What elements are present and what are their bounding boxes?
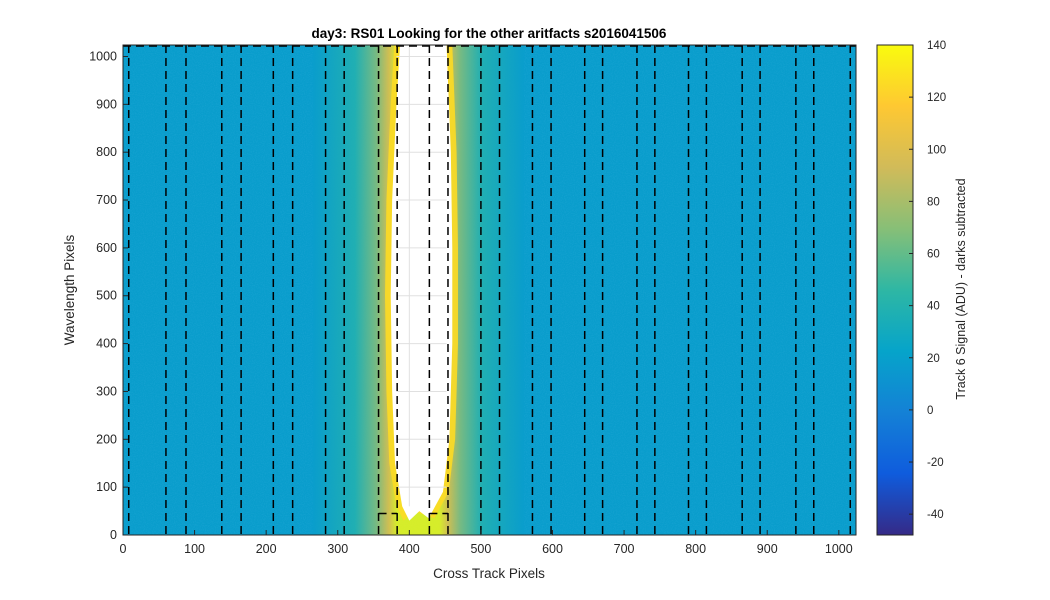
- colorbar-tick-label: 0: [927, 405, 933, 417]
- plot-frame: [122, 44, 857, 536]
- x-tick-label: 1000: [825, 542, 853, 556]
- colorbar-tick-label: 140: [927, 40, 946, 52]
- colorbar-label: Track 6 Signal (ADU) - darks subtracted: [954, 178, 968, 399]
- colorbar-ticks: -40 -20 0 20 40 60 80 100 120 140: [909, 40, 946, 521]
- y-axis-label: Wavelength Pixels: [62, 234, 77, 345]
- y-tick-label: 1000: [89, 49, 117, 63]
- colorbar-tick-label: 20: [927, 353, 940, 365]
- colorbar-gradient-bar: [876, 44, 914, 536]
- x-axis-ticks: 0 100 200 300 400 500 600 700 800 900 1000: [120, 530, 853, 556]
- x-tick-label: 500: [470, 542, 491, 556]
- y-tick-label: 900: [96, 97, 117, 111]
- y-tick-label: 200: [96, 432, 117, 446]
- colorbar-tick-label: 40: [927, 301, 940, 313]
- y-axis-ticks: 0 100 200 300 400 500 600 700 800 900 1000: [89, 49, 128, 542]
- colorbar-tick-label: -20: [927, 457, 944, 469]
- x-tick-label: 0: [120, 542, 127, 556]
- saturated-region: [390, 45, 453, 521]
- y-tick-label: 100: [96, 480, 117, 494]
- y-tick-label: 400: [96, 337, 117, 351]
- x-tick-label: 200: [256, 542, 277, 556]
- dashed-lines-layer: [123, 45, 856, 535]
- x-tick-label: 800: [685, 542, 706, 556]
- colorbar-tick-label: 80: [927, 196, 940, 208]
- y-tick-label: 700: [96, 193, 117, 207]
- colorbar-tick-label: -40: [927, 509, 944, 521]
- x-tick-label: 700: [614, 542, 635, 556]
- colorbar: -40 -20 0 20 40 60 80 100 120 140: [876, 40, 946, 536]
- colorbar-tick-label: 60: [927, 249, 940, 261]
- y-tick-label: 800: [96, 145, 117, 159]
- x-axis-label: Cross Track Pixels: [433, 566, 545, 581]
- colorbar-tick-label: 120: [927, 92, 946, 104]
- x-tick-label: 100: [184, 542, 205, 556]
- y-tick-label: 500: [96, 289, 117, 303]
- y-tick-label: 300: [96, 384, 117, 398]
- chart-title: day3: RS01 Looking for the other aritfac…: [312, 26, 667, 41]
- x-tick-label: 600: [542, 542, 563, 556]
- heatmap-grid: [396, 45, 447, 535]
- heatmap-plot-area: [123, 45, 856, 535]
- y-tick-label: 600: [96, 241, 117, 255]
- heatmap-bright-band: [312, 45, 524, 535]
- colorbar-tick-label: 100: [927, 144, 946, 156]
- x-tick-label: 400: [399, 542, 420, 556]
- x-tick-label: 900: [757, 542, 778, 556]
- y-tick-label: 0: [110, 528, 117, 542]
- x-tick-label: 300: [327, 542, 348, 556]
